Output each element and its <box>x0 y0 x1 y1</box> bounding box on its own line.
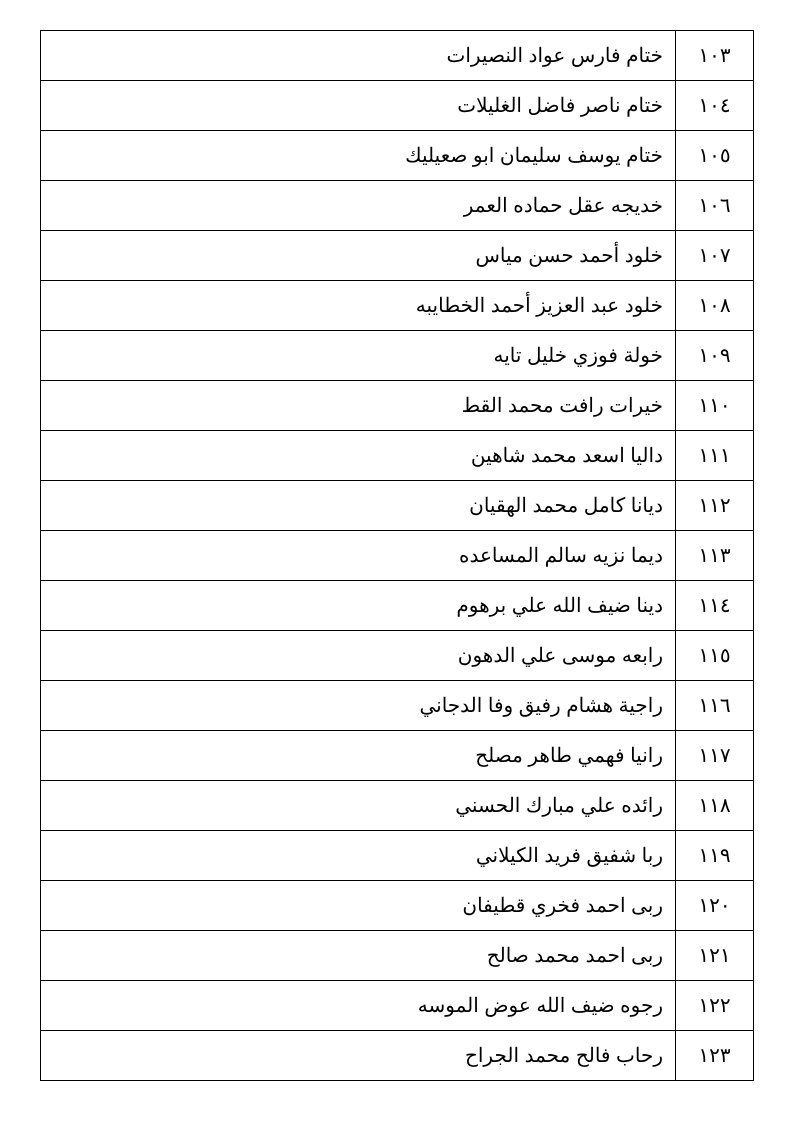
row-name: ربى احمد فخري قطيفان <box>41 881 676 931</box>
row-number: ١٠٧ <box>676 231 754 281</box>
row-number: ١٠٥ <box>676 131 754 181</box>
row-number: ١٢٣ <box>676 1031 754 1081</box>
row-name: خولة فوزي خليل تايه <box>41 331 676 381</box>
table-row: ١١١ داليا اسعد محمد شاهين <box>41 431 754 481</box>
table-row: ١١٩ ربا شفيق فريد الكيلاني <box>41 831 754 881</box>
row-name: خديجه عقل حماده العمر <box>41 181 676 231</box>
row-number: ١١٤ <box>676 581 754 631</box>
row-number: ١٢١ <box>676 931 754 981</box>
row-number: ١١٨ <box>676 781 754 831</box>
table-row: ١٢٢ رجوه ضيف الله عوض الموسه <box>41 981 754 1031</box>
row-name: رانيا فهمي طاهر مصلح <box>41 731 676 781</box>
table-row: ١١٢ ديانا كامل محمد الهقيان <box>41 481 754 531</box>
row-number: ١٠٦ <box>676 181 754 231</box>
row-number: ١٠٩ <box>676 331 754 381</box>
row-name: خيرات رافت محمد القط <box>41 381 676 431</box>
row-name: رحاب فالح محمد الجراح <box>41 1031 676 1081</box>
table-row: ١١٣ ديما نزيه سالم المساعده <box>41 531 754 581</box>
row-name: ختام ناصر فاضل الغليلات <box>41 81 676 131</box>
row-name: ديانا كامل محمد الهقيان <box>41 481 676 531</box>
table-row: ١٠٨ خلود عبد العزيز أحمد الخطايبه <box>41 281 754 331</box>
row-number: ١٠٨ <box>676 281 754 331</box>
table-row: ١٢١ ربى احمد محمد صالح <box>41 931 754 981</box>
table-row: ١١٠ خيرات رافت محمد القط <box>41 381 754 431</box>
table-row: ١٠٣ ختام فارس عواد النصيرات <box>41 31 754 81</box>
row-number: ١١٥ <box>676 631 754 681</box>
table-row: ١١٧ رانيا فهمي طاهر مصلح <box>41 731 754 781</box>
row-name: ختام فارس عواد النصيرات <box>41 31 676 81</box>
row-name: دينا ضيف الله علي برهوم <box>41 581 676 631</box>
row-name: رابعه موسى علي الدهون <box>41 631 676 681</box>
row-number: ١١٦ <box>676 681 754 731</box>
row-number: ١٢٠ <box>676 881 754 931</box>
row-name: خلود أحمد حسن مياس <box>41 231 676 281</box>
row-name: ربا شفيق فريد الكيلاني <box>41 831 676 881</box>
table-body: ١٠٣ ختام فارس عواد النصيرات ١٠٤ ختام ناص… <box>41 31 754 1081</box>
table-row: ١٠٤ ختام ناصر فاضل الغليلات <box>41 81 754 131</box>
table-row: ١٠٥ ختام يوسف سليمان ابو صعيليك <box>41 131 754 181</box>
row-name: رائده علي مبارك الحسني <box>41 781 676 831</box>
table-row: ١١٤ دينا ضيف الله علي برهوم <box>41 581 754 631</box>
row-name: داليا اسعد محمد شاهين <box>41 431 676 481</box>
table-row: ١١٥ رابعه موسى علي الدهون <box>41 631 754 681</box>
row-name: رجوه ضيف الله عوض الموسه <box>41 981 676 1031</box>
row-name: راجية هشام رفيق وفا الدجاني <box>41 681 676 731</box>
row-number: ١١٣ <box>676 531 754 581</box>
table-row: ١١٨ رائده علي مبارك الحسني <box>41 781 754 831</box>
row-name: ختام يوسف سليمان ابو صعيليك <box>41 131 676 181</box>
table-row: ١٠٦ خديجه عقل حماده العمر <box>41 181 754 231</box>
table-row: ١٢٣ رحاب فالح محمد الجراح <box>41 1031 754 1081</box>
table-row: ١١٦ راجية هشام رفيق وفا الدجاني <box>41 681 754 731</box>
row-number: ١١٢ <box>676 481 754 531</box>
row-name: خلود عبد العزيز أحمد الخطايبه <box>41 281 676 331</box>
table-row: ١٢٠ ربى احمد فخري قطيفان <box>41 881 754 931</box>
table-row: ١٠٧ خلود أحمد حسن مياس <box>41 231 754 281</box>
row-number: ١١٠ <box>676 381 754 431</box>
table-row: ١٠٩ خولة فوزي خليل تايه <box>41 331 754 381</box>
row-name: ربى احمد محمد صالح <box>41 931 676 981</box>
row-number: ١١٧ <box>676 731 754 781</box>
names-table: ١٠٣ ختام فارس عواد النصيرات ١٠٤ ختام ناص… <box>40 30 754 1081</box>
row-number: ١٢٢ <box>676 981 754 1031</box>
row-number: ١١٩ <box>676 831 754 881</box>
row-number: ١١١ <box>676 431 754 481</box>
row-number: ١٠٣ <box>676 31 754 81</box>
row-name: ديما نزيه سالم المساعده <box>41 531 676 581</box>
row-number: ١٠٤ <box>676 81 754 131</box>
